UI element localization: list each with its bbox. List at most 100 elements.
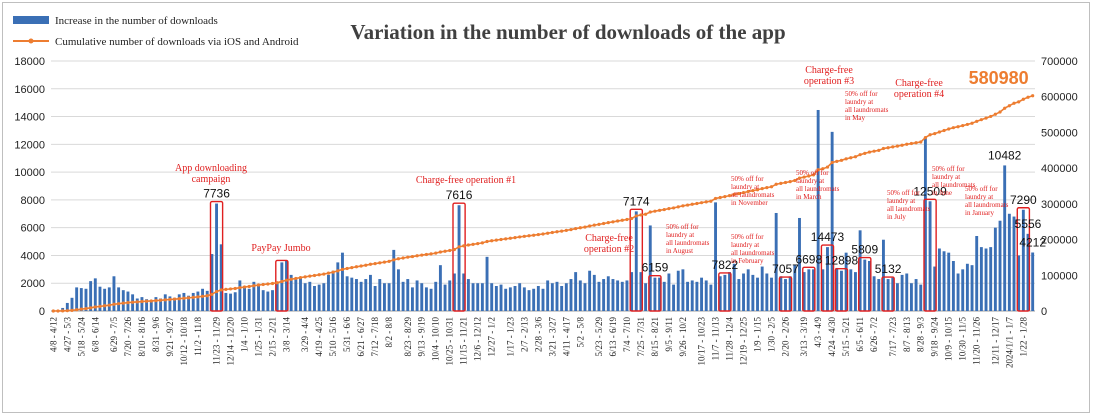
line-point [420, 253, 424, 257]
bar [457, 205, 461, 311]
bar [238, 280, 242, 311]
bar-value-label: 6159 [642, 261, 669, 275]
highlight-box [718, 272, 732, 312]
bar [322, 283, 326, 311]
line-point [326, 271, 331, 275]
line-point [107, 303, 111, 307]
line-point [569, 227, 573, 232]
x-tick-label: 11/2 - 11/8 [193, 317, 203, 356]
annotation-line: laundry at [666, 231, 694, 239]
bar-value-label: 7822 [712, 258, 739, 272]
bar [588, 270, 592, 311]
x-tick-label: 1/30 - 2/5 [767, 317, 777, 352]
line-point [1003, 106, 1007, 110]
line-point [476, 242, 480, 246]
line-point [93, 305, 97, 309]
line-point [480, 241, 484, 245]
line-point [112, 302, 116, 306]
highlight-box [275, 259, 289, 312]
x-tick-label: 8/7 - 8/13 [902, 317, 912, 352]
y-left-tick-label: 2000 [21, 278, 45, 290]
bar [65, 302, 69, 311]
bar [630, 272, 634, 311]
bar [387, 283, 391, 311]
line-point [270, 281, 275, 286]
x-tick-label: 5/18 - 5/24 [76, 317, 86, 357]
bar [774, 212, 778, 311]
line-point [368, 262, 373, 266]
bar [760, 266, 764, 311]
line-point [438, 250, 443, 254]
bar [644, 283, 648, 311]
line-point [443, 249, 447, 253]
line-point [51, 309, 55, 313]
bar [327, 274, 330, 311]
bar [672, 284, 676, 311]
line-point [308, 274, 312, 278]
line-point [746, 189, 750, 194]
x-tick-label: 7/25 - 7/31 [636, 317, 646, 357]
bar [555, 281, 559, 311]
bar [452, 273, 456, 311]
bar [900, 274, 904, 311]
bar [714, 202, 717, 311]
x-tick-label: 9/18 - 9/24 [930, 317, 940, 357]
bar [75, 287, 79, 311]
bar [695, 281, 699, 311]
bar [410, 287, 414, 311]
bar [285, 261, 288, 311]
annotation-line: laundry at [796, 177, 824, 185]
line-point [378, 261, 382, 265]
bar [532, 288, 536, 311]
line-point [844, 157, 848, 161]
x-tick-label: 6/26 - 7/2 [869, 317, 879, 352]
annotation-line: 50% off for [731, 233, 764, 241]
line-point [709, 199, 713, 203]
line-point [145, 299, 149, 303]
y-left-tick-label: 16000 [14, 84, 45, 96]
line-point [867, 150, 872, 154]
bar [723, 274, 727, 311]
line-point [448, 248, 452, 253]
y-right-tick-label: 500000 [1041, 127, 1078, 139]
bar [807, 269, 811, 311]
bar [700, 277, 704, 311]
line-point [849, 156, 853, 160]
x-tick-label: 10/30 - 11/5 [958, 317, 968, 361]
bar [574, 272, 578, 311]
line-point [158, 298, 163, 302]
line-point [103, 304, 107, 308]
line-point [434, 251, 438, 255]
bar [746, 269, 750, 311]
line-point [695, 201, 699, 206]
x-tick-label: 1/17 - 1/23 [505, 317, 515, 357]
x-tick-label: 4/19 - 4/25 [314, 317, 324, 357]
line-point [727, 194, 732, 198]
line-point [685, 203, 690, 207]
bar [396, 269, 400, 311]
bar [812, 269, 815, 311]
line-point [210, 292, 214, 296]
bar [149, 300, 153, 311]
annotation-line: Charge-free [895, 78, 943, 89]
annotation-line: 50% off for [887, 189, 920, 197]
line-point [65, 309, 69, 313]
bar [970, 265, 974, 311]
line-point [653, 209, 657, 213]
line-point [611, 220, 615, 224]
annotation-line: 50% off for [731, 175, 764, 183]
line-point [555, 230, 559, 234]
bar [592, 274, 596, 311]
bar [840, 270, 843, 311]
line-point [424, 252, 429, 257]
annotation-line: all laundromats [932, 181, 976, 189]
x-tick-label: 4/3 - 4/9 [813, 317, 823, 348]
bar [639, 272, 643, 311]
line-point [858, 153, 862, 157]
bar [107, 287, 111, 311]
line-point [75, 308, 79, 312]
bar [508, 287, 512, 311]
y-left-tick-label: 4000 [21, 250, 45, 262]
line-point [634, 214, 638, 218]
